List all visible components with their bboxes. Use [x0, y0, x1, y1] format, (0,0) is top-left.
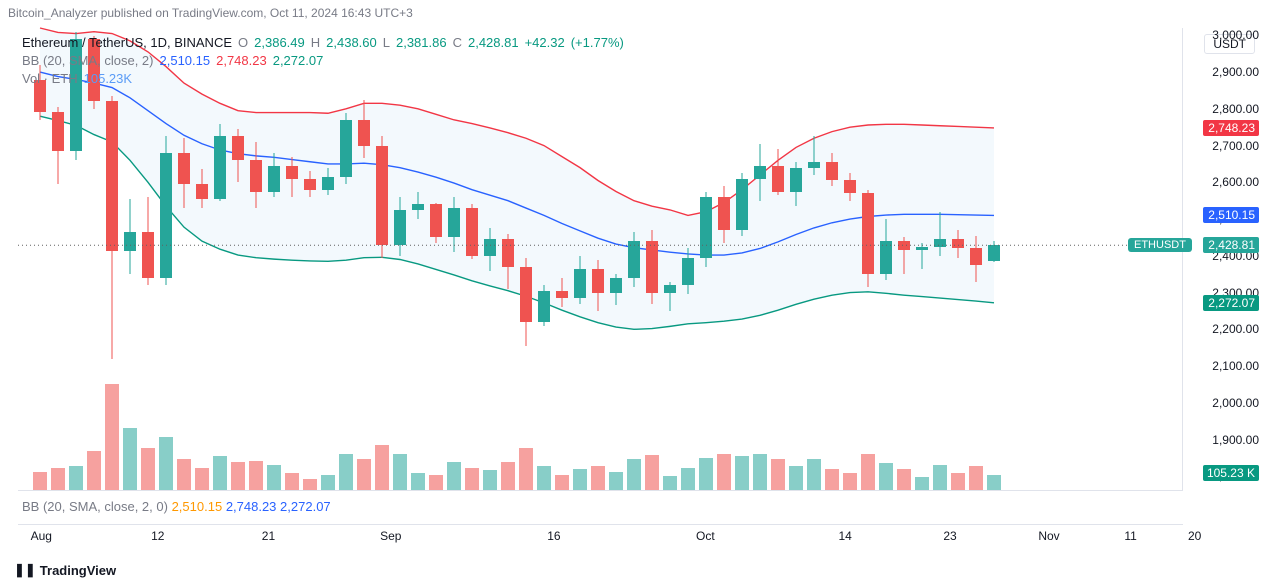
logo-icon: ❚❚ [14, 562, 36, 578]
legend-vol-row: Vol · ETH 105.23K [22, 70, 624, 88]
legend-bb-row: BB (20, SMA, close, 2) 2,510.15 2,748.23… [22, 52, 624, 70]
symbol-title: Ethereum / TetherUS, 1D, BINANCE [22, 34, 232, 52]
vol-value: 105.23K [84, 70, 132, 88]
xtick: 11 [1124, 529, 1136, 543]
ytick: 3,000.00 [1212, 28, 1259, 42]
bb-subpanel-legend: BB (20, SMA, close, 2, 0) 2,510.15 2,748… [22, 499, 331, 514]
price-tag: 2,748.23 [1203, 120, 1259, 136]
ohlc-open: 2,386.49 [254, 34, 305, 52]
xtick: Nov [1038, 529, 1059, 543]
ytick: 2,800.00 [1212, 102, 1259, 116]
ytick: 2,900.00 [1212, 65, 1259, 79]
price-tag: 2,510.15 [1203, 207, 1259, 223]
xtick: 20 [1188, 529, 1201, 543]
ytick: 2,000.00 [1212, 396, 1259, 410]
bb-upper-value: 2,748.23 [216, 52, 267, 70]
ytick: 1,900.00 [1212, 433, 1259, 447]
xtick: Oct [696, 529, 715, 543]
xtick: 14 [838, 529, 851, 543]
ohlc-close: 2,428.81 [468, 34, 519, 52]
xtick: 21 [262, 529, 275, 543]
bb-lower-value: 2,272.07 [273, 52, 324, 70]
legend-title-row: Ethereum / TetherUS, 1D, BINANCE O2,386.… [22, 34, 624, 52]
price-axis[interactable]: 1,800.001,900.002,000.002,100.002,200.00… [1185, 28, 1265, 491]
symbol-badge: ETHUSDT [1128, 238, 1192, 252]
ytick: 2,200.00 [1212, 322, 1259, 336]
bb-mid-value: 2,510.15 [160, 52, 211, 70]
price-tag: 2,272.07 [1203, 295, 1259, 311]
ohlc-pct: (+1.77%) [571, 34, 624, 52]
last-price-line [18, 28, 1182, 490]
time-axis[interactable]: Aug1221Sep16Oct1423Nov1120 [18, 524, 1183, 546]
vol-name: Vol · ETH [22, 70, 78, 88]
publisher-header: Bitcoin_Analyzer published on TradingVie… [8, 6, 413, 20]
xtick: Aug [31, 529, 52, 543]
ohlc-high: 2,438.60 [326, 34, 377, 52]
price-tag: 2,428.81 [1203, 237, 1259, 253]
ytick: 2,100.00 [1212, 359, 1259, 373]
logo-text: TradingView [40, 563, 116, 578]
ytick: 2,700.00 [1212, 139, 1259, 153]
price-chart[interactable] [18, 28, 1183, 491]
chart-legend: Ethereum / TetherUS, 1D, BINANCE O2,386.… [22, 34, 624, 88]
bb-name: BB (20, SMA, close, 2) [22, 52, 154, 70]
tradingview-logo[interactable]: ❚❚ TradingView [14, 562, 116, 578]
price-tag: 105.23 K [1203, 465, 1259, 481]
xtick: 23 [943, 529, 956, 543]
ytick: 2,600.00 [1212, 175, 1259, 189]
xtick: 12 [151, 529, 164, 543]
xtick: Sep [380, 529, 401, 543]
ohlc-low: 2,381.86 [396, 34, 447, 52]
xtick: 16 [547, 529, 560, 543]
ohlc-change: +42.32 [525, 34, 565, 52]
